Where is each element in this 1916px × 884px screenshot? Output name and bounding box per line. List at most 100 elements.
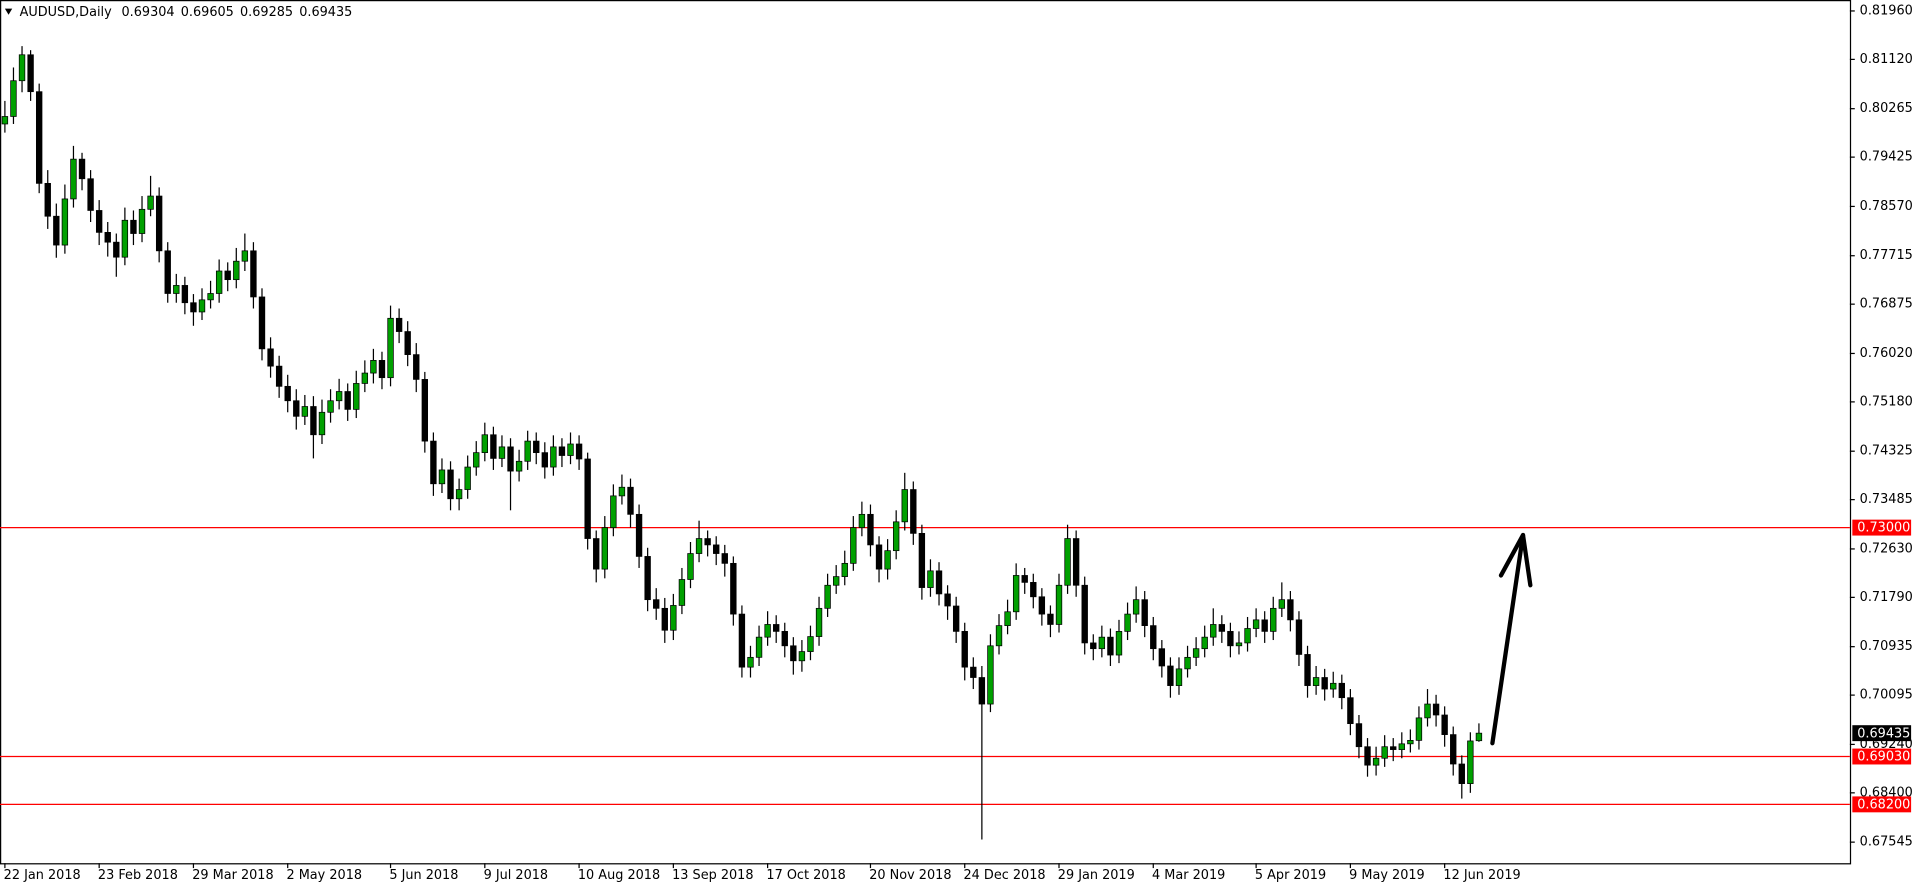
candle-body (498, 446, 506, 459)
candle-body (53, 215, 60, 246)
candle-body (1141, 599, 1148, 626)
candle-body (961, 631, 968, 668)
candle-body (258, 296, 266, 350)
candle-body (344, 391, 351, 410)
candle-body (1381, 746, 1388, 759)
candle-body (875, 544, 883, 570)
candle-body (327, 400, 334, 413)
y-tick-label: 0.70935 (1860, 639, 1913, 654)
candle-body (1081, 584, 1088, 644)
candle-body (481, 434, 488, 454)
x-tick-label: 2 May 2018 (286, 868, 362, 883)
candle-body (952, 605, 960, 632)
candle-body (1467, 740, 1474, 784)
candle-body (190, 302, 197, 313)
candle-body (1158, 648, 1166, 667)
candle-body (35, 91, 43, 184)
candle-body (413, 354, 420, 380)
candle-body (1192, 648, 1200, 658)
candle-body (113, 241, 120, 258)
candle-body (44, 182, 51, 217)
candle-body (27, 54, 34, 93)
candle-body (1072, 538, 1080, 586)
candle-body (798, 651, 806, 662)
candle-body (241, 250, 249, 262)
x-tick-label: 20 Nov 2018 (869, 868, 951, 883)
y-tick-label: 0.80265 (1860, 101, 1913, 116)
candle-body (850, 527, 857, 564)
level-label: 0.68200 (1857, 797, 1910, 812)
candle-body (644, 556, 651, 601)
candle-body (1407, 740, 1414, 745)
candle-body (473, 452, 480, 468)
candle-body (1415, 717, 1423, 741)
candle-body (293, 400, 300, 417)
candle-body (1364, 746, 1371, 766)
candle-body (181, 285, 189, 304)
candle-body (1252, 619, 1260, 629)
y-tick-label: 0.76875 (1860, 297, 1913, 312)
candle-body (987, 645, 994, 705)
candle-body (395, 317, 403, 332)
current-price-label: 0.69435 (1857, 726, 1910, 741)
candle-body (275, 365, 283, 387)
candle-body (1030, 582, 1037, 598)
y-tick-label: 0.75180 (1860, 394, 1913, 409)
y-tick-label: 0.67545 (1860, 835, 1913, 850)
candle-body (575, 443, 583, 460)
candle-body (833, 576, 840, 586)
high-value: 0.69605 (181, 5, 234, 20)
candle-body (1227, 631, 1234, 647)
candle-body (747, 656, 754, 668)
candle-body (730, 562, 737, 615)
candle-body (901, 489, 908, 523)
candle-body (635, 513, 643, 557)
candle-body (1150, 625, 1157, 650)
candle-body (1115, 631, 1123, 656)
candle-body (138, 208, 146, 234)
price-label-box (1852, 725, 1912, 742)
candle-body (807, 636, 814, 652)
candle-body (515, 460, 523, 472)
candle-body (995, 625, 1003, 647)
candle-body (764, 624, 771, 638)
candle-body (447, 469, 454, 500)
candle-body (1398, 743, 1405, 750)
x-tick-label: 10 Aug 2018 (578, 868, 660, 883)
candle-body (627, 486, 634, 515)
x-tick-label: 29 Jan 2019 (1058, 868, 1135, 883)
candle-body (207, 293, 214, 301)
candle-body (70, 158, 77, 200)
x-tick-label: 22 Jan 2018 (4, 868, 81, 883)
y-tick-label: 0.71790 (1860, 590, 1913, 605)
candle-body (1132, 599, 1140, 615)
y-tick-label: 0.74325 (1860, 444, 1913, 459)
level-label-box (1852, 519, 1912, 536)
candle-body (593, 538, 600, 570)
x-tick-label: 29 Mar 2018 (192, 868, 273, 883)
candle-body (841, 562, 848, 577)
x-tick-label: 5 Apr 2019 (1255, 868, 1326, 883)
candle-body (1064, 538, 1071, 586)
plot-frame (0, 0, 1852, 865)
candle-body (738, 613, 746, 668)
candle-body (430, 440, 437, 485)
candle-body (918, 532, 926, 588)
x-tick-label: 12 Jun 2019 (1443, 868, 1520, 883)
candle-body (1338, 682, 1345, 699)
level-label-box (1852, 748, 1912, 765)
candle-body (1038, 596, 1046, 615)
candle-body (1347, 697, 1354, 725)
candle-body (1098, 636, 1106, 650)
y-tick-label: 0.76020 (1860, 346, 1913, 361)
candle-body (1047, 613, 1054, 625)
trend-arrow (1490, 532, 1533, 746)
y-tick-label: 0.73485 (1860, 492, 1913, 507)
menu-triangle[interactable] (4, 8, 13, 15)
candle-body (1432, 703, 1440, 716)
x-tick-label: 9 May 2019 (1349, 868, 1425, 883)
candle-body (910, 489, 917, 534)
candle-body (1244, 628, 1251, 644)
candle-body (155, 195, 163, 252)
